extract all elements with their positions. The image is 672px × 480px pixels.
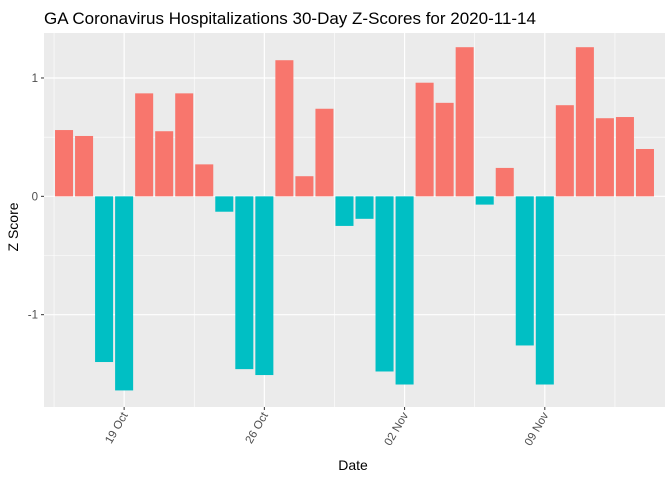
x-tick-label: 02 Nov [383,410,412,448]
bar [495,167,514,197]
bar [215,196,234,212]
bar [315,108,334,197]
bar [235,196,254,370]
bar [175,93,194,197]
bars [55,47,654,391]
x-axis-title: Date [338,457,368,473]
x-tick-label: 09 Nov [523,410,552,448]
bar [595,118,614,197]
x-axis: 19 Oct 26 Oct 02 Nov 09 Nov [103,407,552,448]
bar [295,176,314,197]
chart-title: GA Coronavirus Hospitalizations 30-Day Z… [44,9,536,28]
bar [355,196,374,219]
bar [275,60,294,197]
bar [415,82,434,197]
bar [95,196,114,363]
y-axis: -1 0 1 [28,73,44,322]
bar [75,135,94,197]
x-tick-label: 19 Oct [103,410,131,446]
bar [335,196,354,226]
bar [395,196,414,385]
y-axis-title: Z Score [5,202,21,251]
plot-panel [44,33,665,407]
bar [135,93,154,197]
x-tick-label: 26 Oct [244,410,272,446]
bar [475,196,494,205]
bar [555,105,574,197]
bar [55,130,74,197]
bar [575,47,594,197]
bar [455,47,474,197]
bar [435,102,454,197]
bar [615,117,634,197]
y-tick-label: 0 [32,191,38,203]
y-tick-label: -1 [28,310,38,322]
bar [195,164,214,197]
bar [155,131,174,197]
bar [635,148,654,197]
bar [255,196,274,376]
bar [115,196,134,391]
y-tick-label: 1 [32,73,38,85]
bar [515,196,534,346]
bar [375,196,394,372]
bar [535,196,554,385]
